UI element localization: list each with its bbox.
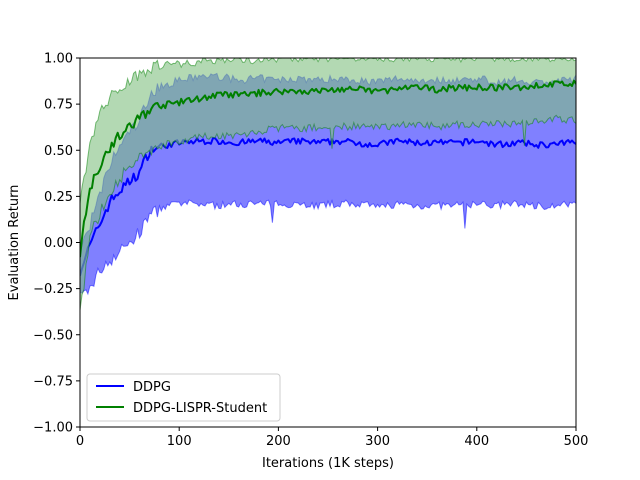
confidence-band-ddpg-lispr-student — [80, 58, 576, 311]
y-tick-label: −0.50 — [33, 328, 73, 343]
y-tick-label: −1.00 — [33, 421, 73, 436]
x-tick-label: 300 — [365, 434, 390, 449]
y-tick-label: −0.25 — [33, 282, 73, 297]
legend-label-ddpg-lispr-student: DDPG-LISPR-Student — [133, 401, 267, 416]
y-tick-label: 0.00 — [44, 236, 73, 251]
x-tick-label: 0 — [76, 434, 84, 449]
y-tick-label: 1.00 — [44, 52, 73, 67]
x-tick-label: 400 — [464, 434, 489, 449]
x-tick-label: 200 — [266, 434, 291, 449]
x-axis-label: Iterations (1K steps) — [262, 456, 394, 471]
y-axis-label: Evaluation Return — [7, 185, 22, 301]
y-tick-label: −0.75 — [33, 374, 73, 389]
y-tick-label: 0.75 — [44, 98, 73, 113]
x-tick-label: 100 — [167, 434, 192, 449]
legend-label-ddpg: DDPG — [133, 380, 171, 395]
plot-layer — [80, 58, 576, 311]
y-tick-label: 0.50 — [44, 144, 73, 159]
ticks-layer: 0 100 200 300 400 500 −1.00 −0.75 −0.50 −0.25 0.00… — [33, 52, 588, 450]
series-line-ddpg-lispr-student — [80, 79, 576, 258]
y-tick-label: 0.25 — [44, 190, 73, 205]
legend-box — [86, 373, 281, 422]
x-tick-label: 500 — [564, 434, 589, 449]
legend: DDPG DDPG-LISPR-Student — [86, 373, 281, 422]
